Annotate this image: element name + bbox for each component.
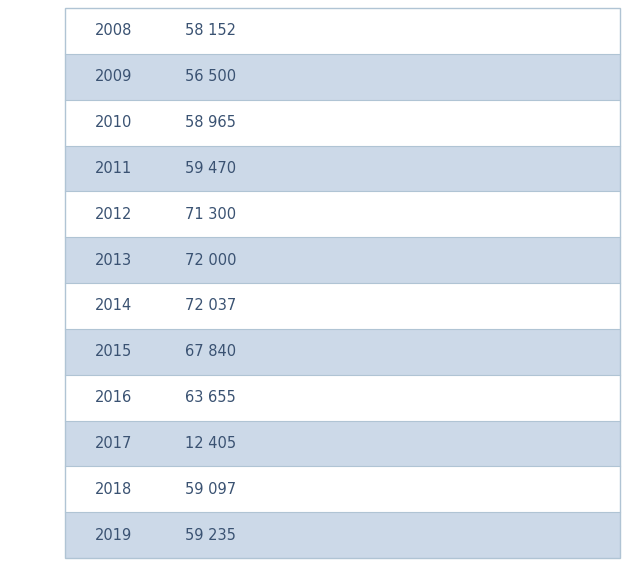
Text: 71 300: 71 300 (185, 207, 236, 222)
Bar (65, 100, 620, 145)
Text: 2008: 2008 (95, 23, 132, 38)
Text: 59 470: 59 470 (185, 161, 236, 176)
Text: 72 000: 72 000 (185, 253, 236, 267)
Text: 2011: 2011 (95, 161, 132, 176)
Text: 59 097: 59 097 (185, 482, 236, 496)
Bar (65, 145, 620, 192)
Text: 2017: 2017 (95, 436, 132, 451)
Bar (65, 512, 620, 558)
Text: 2014: 2014 (95, 299, 132, 314)
Bar (65, 421, 620, 466)
Bar (65, 329, 620, 374)
Bar (65, 237, 620, 283)
Text: 58 965: 58 965 (185, 115, 236, 130)
Bar (65, 374, 620, 421)
Bar (65, 466, 620, 512)
Bar (65, 54, 620, 100)
Text: 58 152: 58 152 (185, 23, 236, 38)
Bar (65, 8, 620, 54)
Text: 63 655: 63 655 (185, 390, 236, 405)
Text: 2019: 2019 (95, 528, 132, 543)
Text: 67 840: 67 840 (185, 344, 236, 359)
Text: 59 235: 59 235 (185, 528, 236, 543)
Bar (65, 283, 620, 329)
Text: 12 405: 12 405 (185, 436, 236, 451)
Bar (65, 8, 620, 558)
Text: 2013: 2013 (95, 253, 132, 267)
Text: 2016: 2016 (95, 390, 132, 405)
Text: 2015: 2015 (95, 344, 132, 359)
Text: 72 037: 72 037 (185, 299, 236, 314)
Bar (65, 192, 620, 237)
Text: 56 500: 56 500 (185, 69, 236, 84)
Text: 2010: 2010 (95, 115, 132, 130)
Text: 2012: 2012 (95, 207, 132, 222)
Text: 2009: 2009 (95, 69, 132, 84)
Text: 2018: 2018 (95, 482, 132, 496)
